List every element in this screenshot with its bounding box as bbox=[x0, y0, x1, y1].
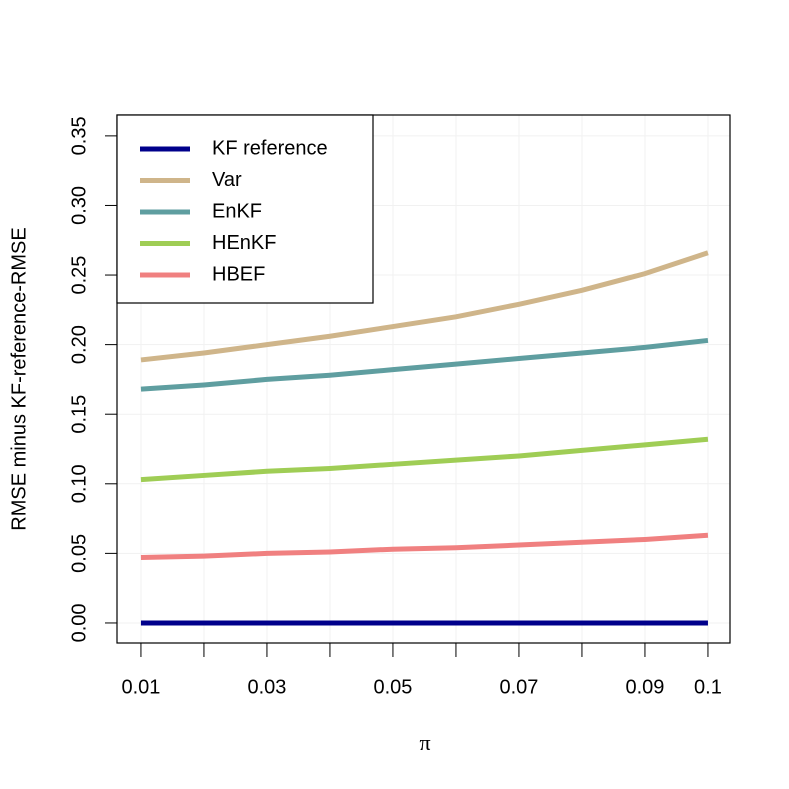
legend-label: Var bbox=[212, 169, 242, 191]
x-tick-label: 0.07 bbox=[499, 676, 538, 698]
x-tick-label: 0.09 bbox=[625, 676, 664, 698]
y-tick-label: 0.05 bbox=[68, 534, 90, 573]
series-line bbox=[140, 337, 709, 392]
legend-label: HEnKF bbox=[212, 232, 276, 254]
y-tick-label: 0.15 bbox=[68, 395, 90, 434]
x-tick-label: 0.1 bbox=[694, 676, 722, 698]
x-tick-label: 0.03 bbox=[247, 676, 286, 698]
legend-label: KF reference bbox=[212, 137, 328, 159]
y-tick-label: 0.20 bbox=[68, 325, 90, 364]
series-line bbox=[140, 250, 709, 363]
plot-frame bbox=[116, 114, 731, 644]
y-tick-label: 0.25 bbox=[68, 256, 90, 295]
x-axis-label: π bbox=[419, 730, 430, 755]
series-line bbox=[140, 436, 709, 483]
legend-label: EnKF bbox=[212, 200, 262, 222]
y-axis-label: RMSE minus KF-reference-RMSE bbox=[8, 227, 30, 530]
legend-label: HBEF bbox=[212, 263, 265, 285]
x-tick-label: 0.05 bbox=[373, 676, 412, 698]
x-tick-label: 0.01 bbox=[121, 676, 160, 698]
legend-box bbox=[116, 114, 374, 304]
series-line bbox=[140, 532, 709, 561]
y-tick-label: 0.35 bbox=[68, 116, 90, 155]
y-tick-label: 0.00 bbox=[68, 603, 90, 642]
y-tick-label: 0.30 bbox=[68, 186, 90, 225]
y-tick-label: 0.10 bbox=[68, 464, 90, 503]
